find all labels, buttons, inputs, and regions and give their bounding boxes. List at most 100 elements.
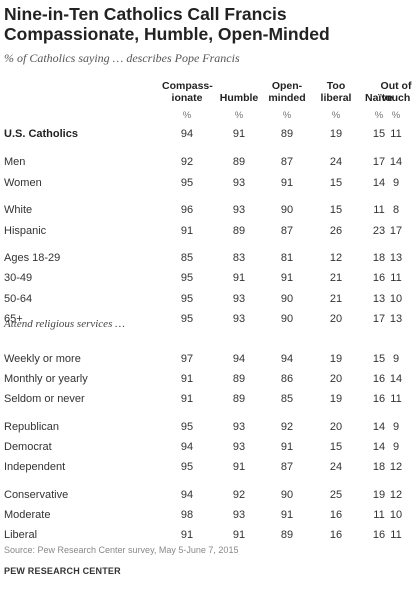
value-cell: 95 — [180, 313, 194, 325]
value-cell: 14 — [372, 177, 386, 189]
row-label: Conservative — [4, 489, 69, 501]
value-cell: 92 — [280, 421, 294, 433]
value-cell: 24 — [329, 156, 343, 168]
value-cell: 20 — [329, 421, 343, 433]
value-cell: 91 — [232, 272, 246, 284]
column-unit: % — [331, 110, 341, 121]
value-cell: 13 — [389, 252, 403, 264]
value-cell: 14 — [372, 421, 386, 433]
row-label: U.S. Catholics — [4, 128, 78, 140]
value-cell: 95 — [180, 177, 194, 189]
value-cell: 23 — [372, 225, 386, 237]
value-cell: 9 — [392, 177, 400, 189]
value-cell: 92 — [180, 156, 194, 168]
value-cell: 89 — [280, 128, 294, 140]
table-row: Liberal 91 91 89 16 16 11 — [0, 526, 420, 544]
value-cell: 90 — [280, 293, 294, 305]
value-cell: 90 — [280, 313, 294, 325]
value-cell: 95 — [180, 293, 194, 305]
value-cell: 20 — [329, 313, 343, 325]
value-cell: 93 — [232, 509, 246, 521]
value-cell: 11 — [373, 204, 385, 216]
value-cell: 15 — [329, 441, 343, 453]
value-cell: 16 — [372, 529, 386, 541]
value-cell: 87 — [280, 225, 294, 237]
column-unit: % — [234, 110, 244, 121]
value-cell: 16 — [329, 529, 343, 541]
column-header-line2: minded — [268, 92, 306, 104]
table-row: 50-64 95 93 90 21 13 10 — [0, 290, 420, 308]
value-cell: 9 — [392, 353, 400, 365]
value-cell: 11 — [373, 509, 385, 521]
value-cell: 83 — [232, 252, 246, 264]
value-cell: 91 — [180, 529, 194, 541]
column-header: Open-minded — [262, 80, 312, 104]
value-cell: 87 — [280, 461, 294, 473]
value-cell: 21 — [329, 272, 343, 284]
table-row: Conservative 94 92 90 25 19 12 — [0, 486, 420, 504]
value-cell: 18 — [372, 461, 386, 473]
row-label: Hispanic — [4, 225, 47, 237]
column-header-line1: Compass- — [162, 80, 213, 92]
row-label: Men — [4, 156, 26, 168]
table-row: Democrat 94 93 91 15 14 9 — [0, 438, 420, 456]
value-cell: 19 — [372, 489, 386, 501]
table-row: Independent 95 91 87 24 18 12 — [0, 458, 420, 476]
row-label: Moderate — [4, 509, 51, 521]
value-cell: 10 — [389, 509, 403, 521]
value-cell: 17 — [372, 313, 386, 325]
row-label: White — [4, 204, 33, 216]
value-cell: 89 — [280, 529, 294, 541]
value-cell: 19 — [329, 128, 343, 140]
chart-subtitle: % of Catholics saying … describes Pope F… — [4, 51, 240, 65]
value-cell: 89 — [232, 225, 246, 237]
value-cell: 95 — [180, 421, 194, 433]
value-cell: 15 — [329, 204, 343, 216]
value-cell: 15 — [372, 128, 386, 140]
value-cell: 16 — [329, 509, 343, 521]
value-cell: 93 — [232, 204, 246, 216]
table-row: Ages 18-29 85 83 81 12 18 13 — [0, 249, 420, 267]
value-cell: 17 — [372, 156, 386, 168]
column-unit: % — [182, 110, 192, 121]
value-cell: 91 — [180, 373, 194, 385]
value-cell: 11 — [390, 393, 402, 405]
value-cell: 14 — [389, 373, 403, 385]
table-row: 30-49 95 91 91 21 16 11 — [0, 269, 420, 287]
column-header: Compass-ionate — [162, 80, 213, 104]
table-row: Monthly or yearly 91 89 86 20 16 14 — [0, 370, 420, 388]
value-cell: 96 — [180, 204, 194, 216]
row-label: 65+ — [4, 313, 23, 325]
value-cell: 11 — [390, 529, 402, 541]
value-cell: 19 — [329, 353, 343, 365]
value-cell: 93 — [232, 313, 246, 325]
table-row: Women 95 93 91 15 14 9 — [0, 174, 420, 192]
chart-title: Nine-in-Ten Catholics Call Francis Compa… — [4, 4, 330, 44]
value-cell: 91 — [180, 225, 194, 237]
value-cell: 25 — [329, 489, 343, 501]
row-label: 50-64 — [4, 293, 33, 305]
column-unit: % — [374, 110, 384, 121]
column-header-line2: Humble — [219, 92, 259, 104]
table-row: U.S. Catholics 94 91 89 19 15 11 — [0, 125, 420, 143]
column-header-line2: ionate — [171, 92, 203, 104]
value-cell: 94 — [180, 489, 194, 501]
value-cell: 13 — [389, 313, 403, 325]
value-cell: 87 — [280, 156, 294, 168]
column-unit: % — [282, 110, 292, 121]
value-cell: 93 — [232, 441, 246, 453]
value-cell: 10 — [389, 293, 403, 305]
value-cell: 89 — [232, 393, 246, 405]
column-header: Too liberal — [311, 80, 361, 104]
row-label: Monthly or yearly — [4, 373, 88, 385]
value-cell: 89 — [232, 156, 246, 168]
value-cell: 12 — [389, 489, 403, 501]
value-cell: 90 — [280, 204, 294, 216]
value-cell: 11 — [390, 272, 402, 284]
value-cell: 94 — [180, 128, 194, 140]
table-row: White 96 93 90 15 11 8 — [0, 201, 420, 219]
value-cell: 85 — [180, 252, 194, 264]
row-label: Republican — [4, 421, 60, 433]
value-cell: 81 — [280, 252, 294, 264]
